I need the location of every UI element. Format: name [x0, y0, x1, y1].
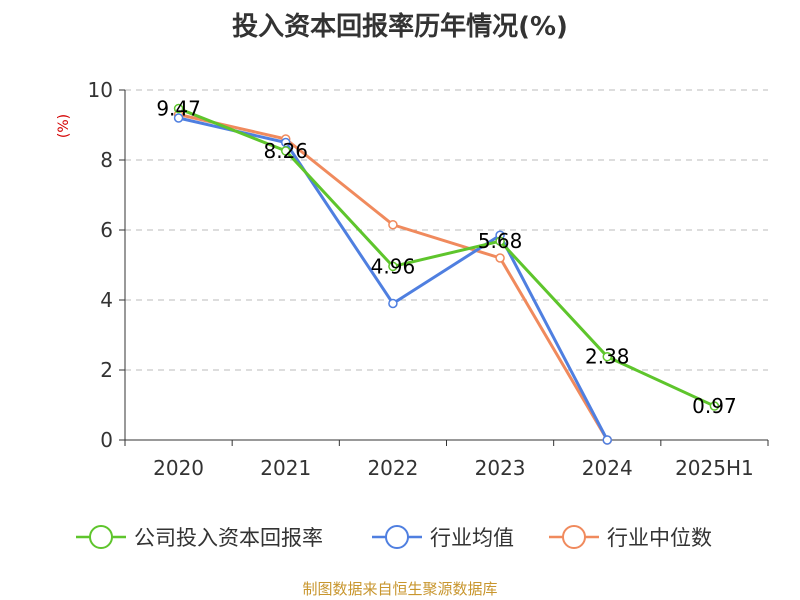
y-tick-label: 6 [100, 218, 113, 242]
data-labels: 9.47 8.26 4.96 5.68 2.38 0.97 [156, 97, 737, 418]
data-label: 8.26 [263, 139, 308, 163]
y-tick-label: 10 [88, 78, 113, 102]
series-line [178, 116, 609, 441]
y-tick-label: 2 [100, 358, 113, 382]
data-point [388, 220, 398, 230]
data-point [388, 298, 398, 309]
x-tick-label: 2025H1 [675, 456, 754, 480]
data-label: 5.68 [478, 229, 523, 253]
y-tick-label: 0 [100, 428, 113, 452]
data-point [173, 113, 184, 123]
source-note: 制图数据来自恒生聚源数据库 [302, 580, 498, 598]
series-line [178, 107, 716, 408]
x-tick-label: 2020 [153, 456, 204, 480]
chart-title: 投入资本回报率历年情况(%) [232, 12, 568, 42]
data-point [173, 103, 184, 114]
legend-marker [385, 525, 409, 549]
legend-label: 公司投入资本回报率 [134, 526, 323, 550]
legend-marker [562, 525, 586, 549]
x-tick-label: 2022 [367, 456, 418, 480]
y-tick-label: 8 [100, 148, 113, 172]
axes: 0 2 4 6 8 10 2020 2021 2022 2023 2024 2025H1 [88, 78, 769, 480]
data-label: 9.47 [156, 97, 201, 121]
legend-label: 行业中位数 [607, 526, 712, 550]
x-tick-label: 2021 [260, 456, 311, 480]
data-point [709, 401, 720, 411]
data-point [495, 236, 505, 246]
x-tick-label: 2023 [475, 456, 526, 480]
x-tick-label: 2024 [582, 456, 633, 480]
data-point [602, 435, 612, 445]
legend: 公司投入资本回报率 行业均值 行业中位数 [76, 525, 712, 550]
data-label: 4.96 [371, 254, 416, 278]
data-label: 0.97 [692, 394, 737, 418]
y-axis-label: (%) [56, 114, 72, 138]
y-tick-label: 4 [100, 288, 113, 312]
data-point [602, 351, 612, 362]
data-point [281, 146, 291, 156]
data-point [388, 261, 398, 272]
data-point [495, 253, 505, 263]
legend-marker [89, 525, 113, 549]
gridlines [125, 89, 768, 371]
legend-label: 行业均值 [430, 526, 514, 550]
series-lines [173, 103, 720, 445]
data-label: 2.38 [585, 345, 630, 369]
